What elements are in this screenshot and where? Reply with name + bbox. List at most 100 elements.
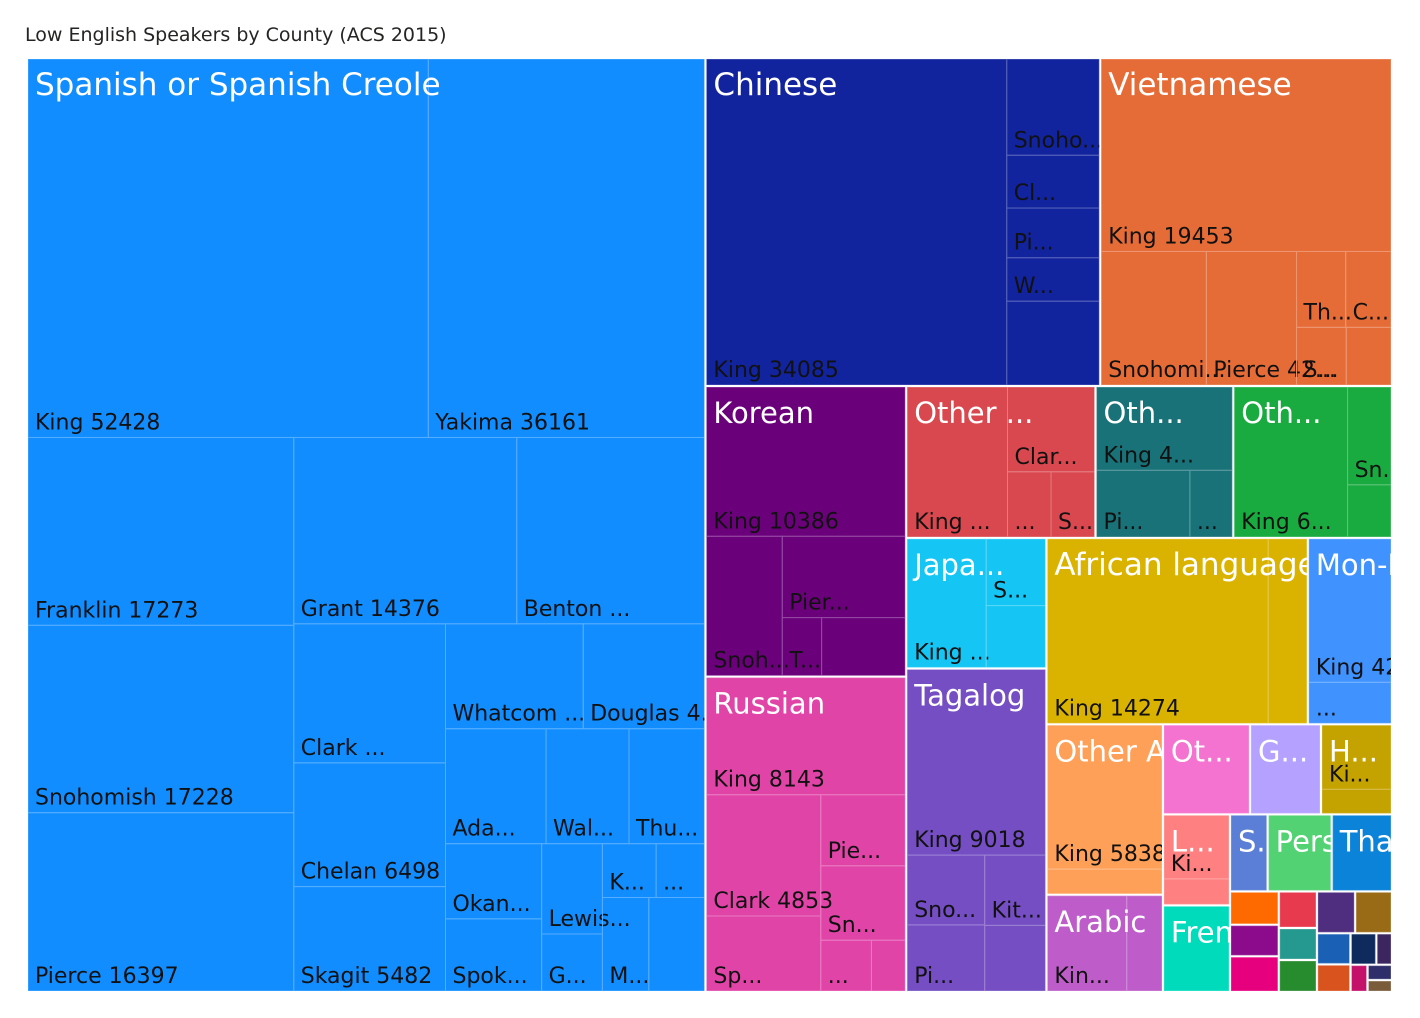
group-rect bbox=[1322, 725, 1391, 814]
treemap-group bbox=[1317, 892, 1355, 933]
treemap-group bbox=[1356, 892, 1391, 933]
group-rect bbox=[1230, 815, 1267, 891]
leaf-rect bbox=[1322, 788, 1391, 814]
treemap-group: Thai bbox=[1332, 815, 1402, 891]
group-label: ... bbox=[1238, 901, 1266, 935]
leaf-label: Sn... bbox=[828, 913, 877, 938]
leaf-label: King 8143 bbox=[713, 768, 824, 793]
leaf-label: ... bbox=[1316, 696, 1337, 721]
group-rect bbox=[1101, 59, 1391, 386]
group-rect bbox=[1351, 934, 1376, 964]
treemap-group: Ki...L... bbox=[1163, 815, 1229, 905]
treemap-group: King ... S...Japa... bbox=[907, 538, 1046, 668]
leaf-label: Clark 4853 bbox=[713, 889, 833, 914]
group-rect bbox=[1230, 925, 1278, 956]
leaf-label: Pie... bbox=[828, 839, 881, 864]
leaf-label: ... bbox=[663, 871, 684, 896]
leaf-label: T... bbox=[788, 649, 821, 674]
leaf-label: ... bbox=[1197, 510, 1218, 535]
group-label: Thai bbox=[1339, 824, 1402, 858]
group-rect bbox=[1163, 815, 1229, 905]
treemap-group: Ki...H... bbox=[1322, 725, 1391, 814]
leaf-label: Clark ... bbox=[301, 736, 386, 761]
leaf-label: Snohomi... bbox=[1108, 358, 1225, 383]
group-rect bbox=[907, 387, 1095, 537]
leaf-label: Grant 14376 bbox=[301, 597, 440, 622]
leaf-rect bbox=[648, 897, 705, 991]
leaf-label: Snoho... bbox=[1014, 128, 1103, 153]
group-label: Other ... bbox=[914, 396, 1033, 430]
leaf-label: Pi... bbox=[1014, 231, 1054, 256]
group-rect bbox=[706, 387, 906, 676]
leaf-label: Douglas 4... bbox=[590, 702, 721, 727]
group-rect bbox=[1279, 892, 1316, 927]
leaf-label: Sn... bbox=[1355, 458, 1404, 483]
leaf-label: Okan... bbox=[452, 892, 530, 917]
treemap-group: ... bbox=[1230, 892, 1278, 935]
group-rect bbox=[1279, 928, 1316, 959]
leaf-label: King 52428 bbox=[35, 410, 160, 435]
leaf-label: King 5838 bbox=[1054, 842, 1165, 867]
leaf-label: Cl... bbox=[1014, 181, 1056, 206]
treemap-group: King 34085 Snoho... Cl... Pi... W... Chinese bbox=[706, 59, 1103, 386]
treemap-group: King 8143 Clark 4853 Sp... Pie... Sn...... Ru… bbox=[706, 677, 906, 992]
group-rect bbox=[1268, 815, 1331, 891]
group-rect bbox=[1230, 892, 1278, 924]
group-label: G... bbox=[1258, 734, 1308, 768]
leaf-label: King 4... bbox=[1104, 443, 1194, 468]
treemap-group: King 42...... Mon-Khm... bbox=[1308, 538, 1420, 724]
leaf-label: Clar... bbox=[1014, 445, 1077, 470]
treemap-group bbox=[1230, 957, 1278, 991]
leaf-label: King 19453 bbox=[1108, 224, 1233, 249]
leaf-label: Snohomish 17228 bbox=[35, 786, 234, 811]
leaf-rect bbox=[984, 924, 1046, 991]
group-rect bbox=[1279, 960, 1316, 991]
treemap-group bbox=[1368, 965, 1391, 980]
treemap-group bbox=[1351, 965, 1367, 991]
group-label: Persian bbox=[1276, 824, 1382, 858]
treemap-group: Kin... Arabic bbox=[1047, 895, 1162, 991]
leaf-label: Pi... bbox=[1104, 510, 1144, 535]
treemap-group: Frenc... bbox=[1163, 906, 1229, 991]
leaf-label: Franklin 17273 bbox=[35, 598, 198, 623]
treemap-group bbox=[1279, 928, 1316, 959]
group-rect bbox=[1308, 538, 1391, 724]
leaf-rect bbox=[821, 617, 906, 676]
treemap-group: King 19453 Snohomi...Pierce 42... Th... C..… bbox=[1101, 59, 1391, 386]
leaf-label: Ki... bbox=[1171, 852, 1213, 877]
group-label: Korean bbox=[713, 396, 814, 430]
treemap-group bbox=[1377, 934, 1391, 964]
treemap-group bbox=[1368, 981, 1391, 992]
group-rect bbox=[1356, 892, 1391, 933]
leaf-label: King 10386 bbox=[713, 509, 838, 534]
leaf-label: S... bbox=[993, 579, 1028, 604]
treemap-group: S... bbox=[1230, 815, 1284, 891]
leaf-label: ... bbox=[828, 964, 849, 989]
group-rect bbox=[1230, 957, 1278, 991]
group-rect bbox=[907, 538, 1046, 668]
leaf-label: Kin... bbox=[1054, 964, 1109, 989]
group-label: Vietnamese bbox=[1108, 67, 1292, 103]
leaf-label: Skagit 5482 bbox=[301, 964, 432, 989]
treemap-group: King 5838 Other Asi... bbox=[1047, 725, 1165, 894]
treemap-group: King 10386 Snoh... Pier... T... Korean bbox=[706, 387, 906, 676]
group-label: S... bbox=[1238, 824, 1284, 858]
group-label: Oth... bbox=[1241, 396, 1321, 430]
group-label: Oth... bbox=[1104, 396, 1184, 430]
leaf-rect bbox=[1006, 300, 1100, 386]
group-rect bbox=[1234, 387, 1391, 537]
group-rect bbox=[1317, 934, 1350, 964]
leaf-label: M... bbox=[609, 964, 649, 989]
leaf-label: King 9018 bbox=[914, 828, 1025, 853]
leaf-label: King 14274 bbox=[1054, 696, 1179, 721]
group-rect bbox=[28, 59, 705, 991]
leaf-label: Pierce 42... bbox=[1213, 358, 1336, 383]
group-rect bbox=[907, 669, 1046, 991]
leaf-rect bbox=[985, 605, 1046, 668]
group-rect bbox=[1317, 965, 1350, 991]
group-rect bbox=[1251, 725, 1321, 814]
leaf-label: Pierce 16397 bbox=[35, 964, 179, 989]
leaf-rect bbox=[1050, 471, 1095, 537]
leaf-label: Pier... bbox=[789, 591, 849, 616]
leaf-label: King 42... bbox=[1316, 655, 1420, 680]
